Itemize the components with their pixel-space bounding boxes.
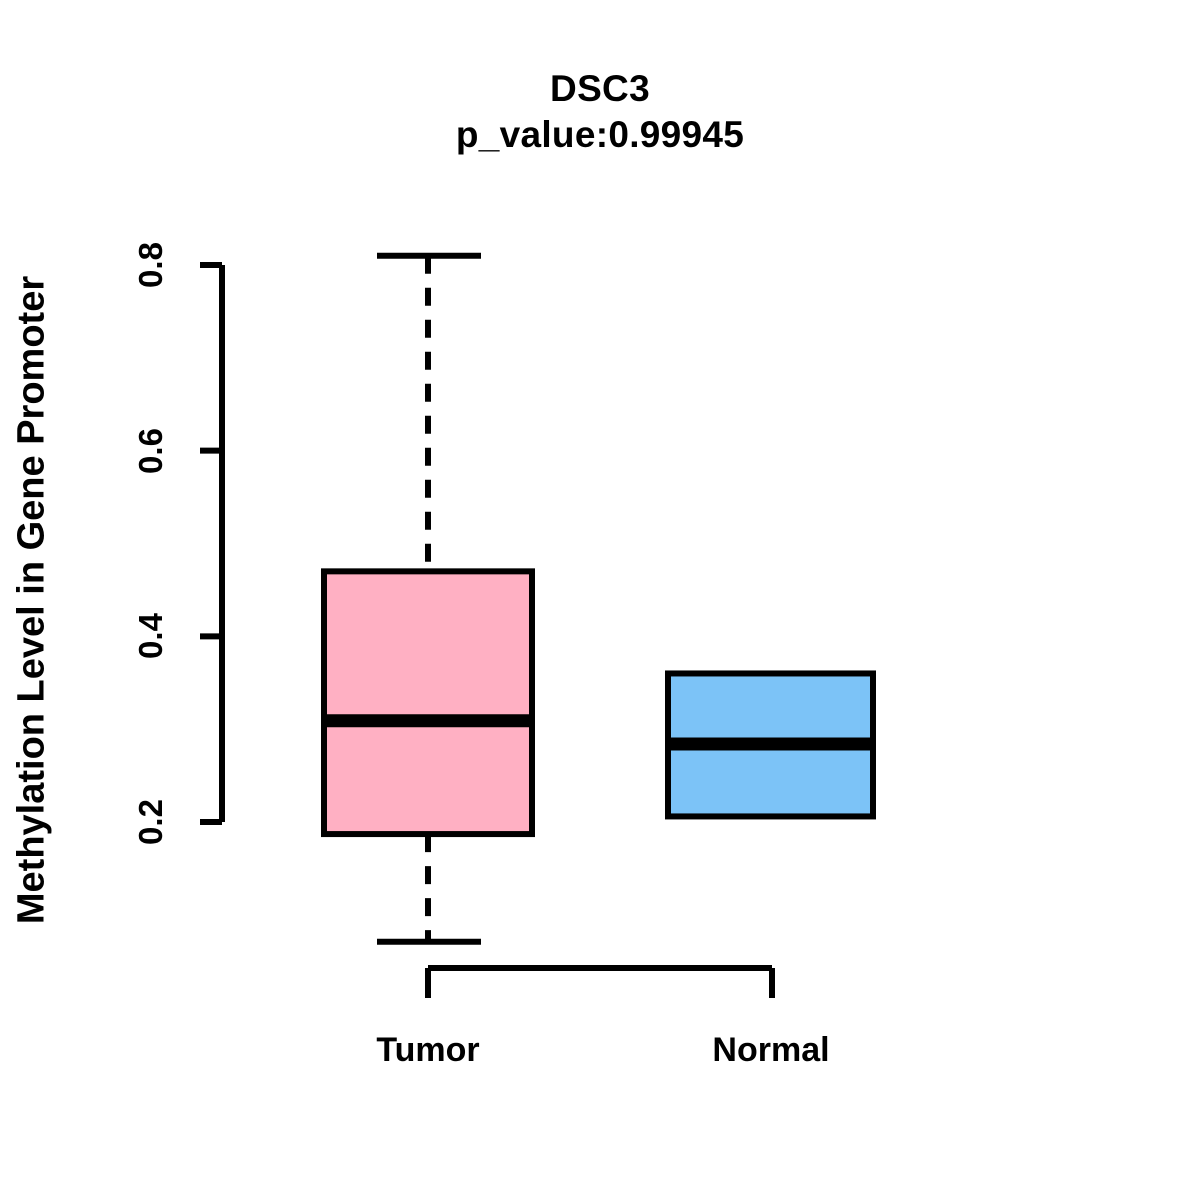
box-tumor — [321, 252, 535, 945]
y-axis — [200, 262, 225, 825]
y-tick-label-text: 0.4 — [132, 613, 169, 660]
x-tick-label-normal: Normal — [712, 1031, 830, 1069]
box-normal — [665, 670, 876, 820]
y-tick-label: 0.4 — [106, 613, 196, 660]
y-tick-label-text: 0.8 — [132, 242, 169, 288]
y-tick-label: 0.6 — [106, 427, 196, 474]
y-tick-label: 0.2 — [106, 799, 196, 845]
box-rect — [321, 568, 535, 838]
box-series — [321, 252, 876, 945]
x-tick-label-tumor: Tumor — [376, 1031, 480, 1069]
y-tick-label-text: 0.2 — [132, 799, 169, 845]
y-tick-label-text: 0.6 — [132, 427, 169, 474]
x-axis — [425, 965, 775, 998]
y-tick-label: 0.8 — [106, 242, 196, 288]
